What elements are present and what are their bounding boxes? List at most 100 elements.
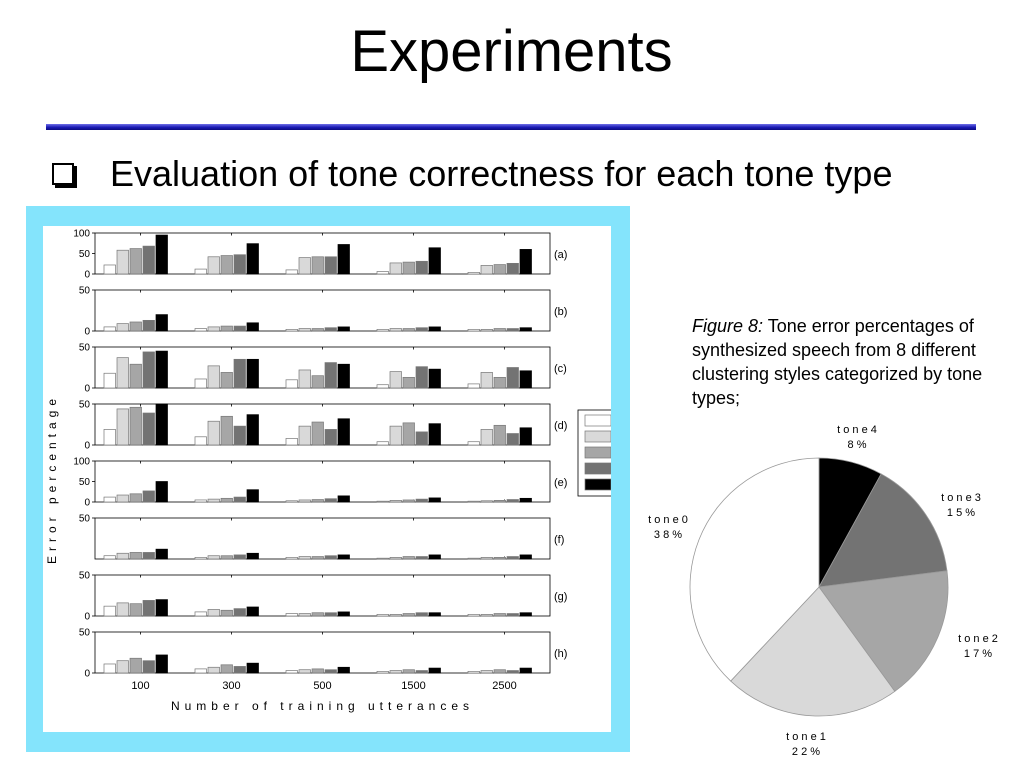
bar-f-300-s1 [207,555,220,560]
panel-label: (f) [554,534,564,546]
bar-d-2500-s0 [467,441,480,446]
x-axis-label: Number of training utterances [171,699,474,713]
y-axis-label: Error percentage [45,394,59,564]
bar-h-300-s1 [207,666,220,674]
bar-e-100-s0 [103,496,116,503]
bar-c-500-s1 [298,369,311,389]
bar-f-100-s1 [116,552,129,560]
bar-h-2500-s2 [493,669,506,674]
bar-c-1500-s3 [415,366,428,389]
bar-g-500-s3 [324,612,337,617]
y-tick-label: 0 [84,327,90,338]
bar-b-100-s3 [142,319,155,332]
bar-e-2500-s3 [506,499,519,503]
bar-d-1500-s1 [389,425,402,446]
bar-b-300-s2 [220,325,233,332]
bar-c-300-s1 [207,365,220,389]
bar-b-2500-s3 [506,328,519,332]
bar-g-1500-s0 [376,614,389,617]
pie-percent-tone3: 1 5 % [947,507,975,519]
pie-percent-tone2: 1 7 % [964,648,992,660]
y-tick-label: 100 [73,229,90,240]
bar-f-500-s1 [298,556,311,560]
y-tick-label: 50 [79,249,91,260]
bar-d-100-s2 [129,406,142,446]
bar-h-100-s2 [129,657,142,674]
bar-g-500-s0 [285,613,298,617]
bar-d-1500-s2 [402,422,415,446]
bar-f-100-s4 [155,548,168,560]
bar-c-2500-s1 [480,372,493,389]
panel-label: (b) [554,306,567,318]
bar-d-300-s4 [246,414,259,446]
caption-label: Figure 8: [692,316,764,336]
bar-g-100-s1 [116,602,129,617]
bar-g-100-s4 [155,599,168,617]
bar-h-500-s4 [337,666,350,674]
bar-f-300-s0 [194,557,207,560]
bar-h-1500-s1 [389,670,402,674]
bar-h-100-s3 [142,660,155,674]
bullet-checkbox-icon [52,163,74,185]
bar-e-500-s2 [311,499,324,503]
bar-d-1500-s4 [428,423,441,446]
title-divider [46,124,976,130]
bar-g-2500-s2 [493,613,506,617]
y-tick-label: 0 [84,270,90,281]
y-tick-label: 0 [84,498,90,509]
pie-label-tone1: t o n e 1 [786,731,826,743]
bar-c-500-s4 [337,363,350,389]
bar-a-2500-s0 [467,272,480,275]
bar-b-100-s0 [103,326,116,332]
bar-g-100-s0 [103,605,116,617]
bar-b-100-s2 [129,321,142,332]
legend-swatch-s2 [584,446,611,459]
bar-c-300-s4 [246,358,259,389]
bar-h-100-s1 [116,660,129,674]
figure-frame: 0 50 100 (a) 0 50 (b) 0 50 (c) 0 50 (d) 0 50 100 (e) 50 (f… [26,206,630,752]
bar-h-1500-s2 [402,669,415,674]
bar-b-2500-s4 [519,327,532,332]
bar-a-100-s0 [103,264,116,275]
bar-e-300-s4 [246,489,259,503]
bar-h-500-s0 [285,670,298,674]
bar-f-500-s0 [285,557,298,560]
bar-h-300-s2 [220,664,233,674]
bar-h-1500-s3 [415,670,428,674]
y-tick-label: 50 [79,477,91,488]
bar-g-300-s2 [220,609,233,617]
bar-g-2500-s4 [519,612,532,617]
x-tick-label: 100 [131,680,149,692]
pie-percent-tone0: 3 8 % [654,529,682,541]
panel-label: (a) [554,249,567,261]
bar-g-300-s4 [246,606,259,617]
bar-d-300-s2 [220,415,233,446]
panel-label: (d) [554,420,567,432]
bar-f-1500-s3 [415,556,428,560]
bar-e-300-s3 [233,496,246,503]
bar-f-100-s0 [103,555,116,560]
bar-a-300-s3 [233,254,246,275]
y-tick-label: 0 [84,612,90,623]
panel-label: (e) [554,477,567,489]
bar-g-300-s1 [207,609,220,617]
bar-e-300-s2 [220,497,233,503]
bar-h-1500-s4 [428,667,441,674]
bar-d-100-s3 [142,412,155,446]
bar-f-100-s2 [129,552,142,560]
bar-e-100-s4 [155,481,168,503]
bar-f-300-s4 [246,552,259,560]
bar-c-2500-s0 [467,383,480,389]
bar-h-500-s1 [298,669,311,674]
bar-e-100-s3 [142,490,155,503]
bar-a-300-s0 [194,268,207,275]
y-tick-label: 50 [79,514,91,525]
y-tick-label: 100 [73,457,90,468]
bar-b-1500-s1 [389,328,402,332]
bar-g-2500-s0 [467,614,480,617]
bar-e-500-s4 [337,495,350,503]
bar-c-1500-s1 [389,371,402,389]
bar-c-1500-s4 [428,368,441,389]
bar-b-500-s4 [337,326,350,332]
y-tick-label: 0 [84,384,90,395]
